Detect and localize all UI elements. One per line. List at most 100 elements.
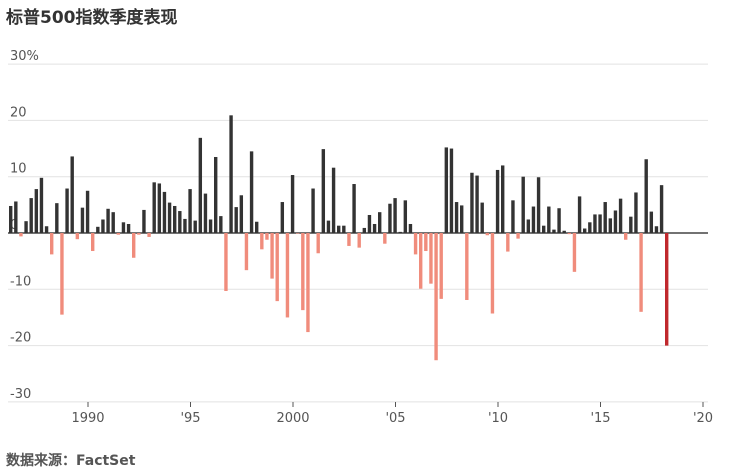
bar	[178, 211, 182, 233]
bar	[198, 137, 203, 233]
bar	[193, 220, 197, 233]
bar	[239, 195, 244, 233]
bar	[454, 202, 459, 233]
bar	[567, 233, 572, 235]
bar	[429, 233, 433, 284]
y-tick-label: -10	[10, 274, 31, 289]
bar	[280, 202, 285, 233]
bar	[34, 189, 39, 233]
bar	[419, 233, 423, 289]
bar	[183, 218, 187, 233]
bar	[460, 205, 464, 233]
bar	[55, 203, 59, 233]
bar	[639, 233, 643, 312]
bar	[542, 225, 546, 233]
bar	[167, 202, 172, 233]
bar	[362, 227, 367, 233]
bar	[613, 210, 618, 233]
bar	[352, 184, 356, 233]
bar	[224, 233, 228, 291]
bar	[85, 190, 90, 233]
bar	[372, 223, 377, 233]
bar	[116, 233, 121, 235]
y-tick-label: -20	[10, 331, 31, 346]
chart-title: 标普500指数季度表现	[6, 8, 178, 28]
bar	[465, 233, 469, 300]
bar	[557, 208, 561, 233]
bar	[506, 233, 510, 252]
bar	[260, 233, 264, 250]
bar	[624, 233, 628, 240]
bar	[475, 175, 479, 233]
bar	[285, 233, 290, 318]
bar	[526, 219, 531, 233]
bar	[91, 233, 95, 252]
y-tick-label: -30	[10, 387, 31, 402]
bar	[44, 226, 49, 233]
bar	[598, 214, 602, 233]
bar	[495, 169, 500, 233]
bar	[326, 220, 331, 233]
bar	[255, 221, 259, 233]
bar	[603, 202, 607, 233]
bar	[65, 188, 69, 233]
bar	[659, 185, 664, 233]
bar	[321, 149, 326, 233]
bar	[408, 223, 413, 233]
bar	[275, 233, 279, 302]
source-note: 数据来源：FactSet	[6, 453, 136, 469]
bar	[290, 175, 295, 233]
bar	[470, 172, 474, 233]
bar	[357, 233, 361, 248]
bar	[449, 148, 454, 233]
bar	[378, 212, 382, 233]
bar	[219, 216, 223, 233]
bar	[439, 233, 443, 299]
bar	[60, 233, 64, 315]
bar	[608, 218, 613, 233]
bar	[337, 225, 341, 233]
bar	[403, 200, 408, 233]
bar	[70, 156, 74, 233]
bar	[265, 233, 269, 240]
bar	[316, 233, 320, 254]
bar	[536, 177, 541, 233]
bar	[311, 188, 315, 233]
bar	[96, 226, 100, 233]
bar	[521, 176, 525, 233]
bar	[101, 219, 105, 233]
bar	[121, 222, 126, 233]
x-tick-label: '15	[590, 411, 610, 426]
bar	[80, 207, 85, 233]
bar	[552, 229, 556, 233]
bar	[9, 205, 13, 233]
x-tick-label: 1990	[71, 411, 104, 426]
bar	[665, 233, 669, 346]
bar	[301, 233, 305, 311]
bar	[157, 183, 162, 233]
x-tick-label: '20	[693, 411, 713, 426]
bar	[270, 233, 274, 279]
bar	[393, 198, 397, 233]
bar	[434, 233, 438, 361]
bar	[24, 221, 28, 233]
bar	[214, 156, 218, 233]
bar	[547, 206, 551, 233]
bar	[39, 177, 44, 233]
bar	[208, 219, 213, 233]
bar	[147, 233, 151, 237]
bar	[654, 226, 659, 233]
bar	[480, 202, 484, 233]
bar	[203, 193, 208, 233]
bar	[572, 233, 577, 272]
bar	[634, 192, 638, 233]
y-tick-label: 20	[10, 105, 27, 120]
bar	[367, 214, 372, 233]
bar	[490, 233, 495, 314]
bar	[234, 207, 238, 233]
bar	[644, 159, 648, 233]
bar	[424, 233, 428, 252]
bar	[593, 214, 597, 233]
bar	[106, 208, 110, 233]
bar	[398, 231, 402, 233]
